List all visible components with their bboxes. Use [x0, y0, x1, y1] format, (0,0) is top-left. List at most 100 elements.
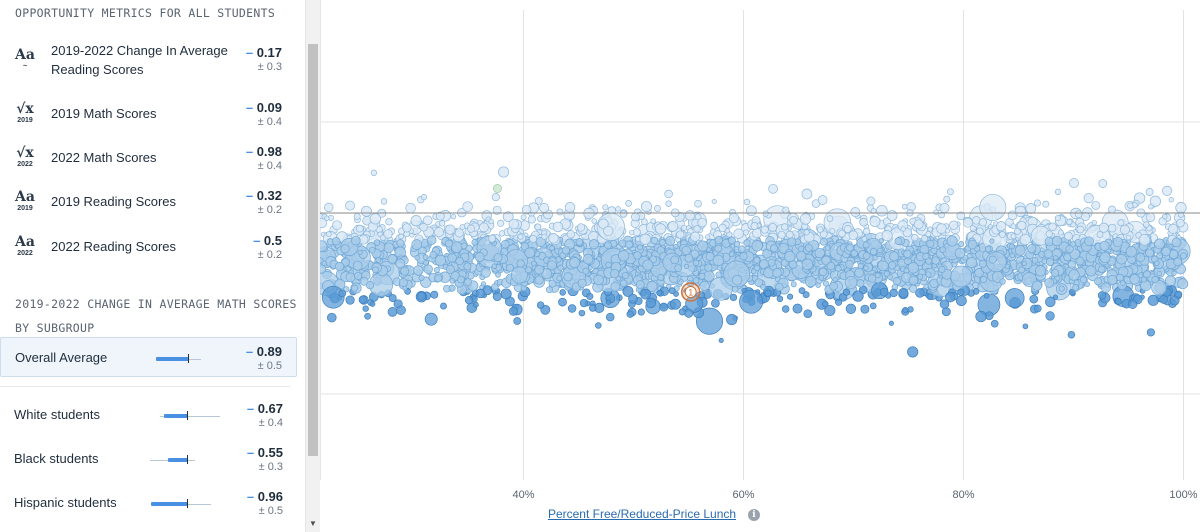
data-point[interactable]	[548, 233, 559, 244]
data-point[interactable]	[549, 245, 555, 251]
data-point[interactable]	[1045, 311, 1055, 321]
data-point[interactable]	[698, 272, 706, 280]
data-point[interactable]	[629, 229, 635, 236]
data-point[interactable]	[1004, 263, 1010, 269]
data-point[interactable]	[850, 249, 858, 257]
data-point[interactable]	[429, 251, 438, 259]
data-point[interactable]	[770, 244, 779, 253]
data-point[interactable]	[980, 276, 988, 284]
data-point[interactable]	[434, 274, 443, 283]
data-point[interactable]	[1175, 202, 1187, 214]
data-point[interactable]	[1065, 244, 1074, 254]
data-point[interactable]	[650, 218, 657, 225]
data-point[interactable]	[602, 204, 609, 211]
data-point[interactable]	[536, 301, 545, 309]
data-point[interactable]	[850, 207, 861, 218]
data-point[interactable]	[642, 259, 654, 271]
data-point[interactable]	[804, 275, 817, 288]
data-point[interactable]	[656, 289, 663, 297]
data-point[interactable]	[887, 274, 893, 280]
data-point[interactable]	[372, 266, 379, 274]
data-point[interactable]	[927, 226, 933, 232]
data-point[interactable]	[1027, 244, 1037, 254]
data-point[interactable]	[913, 219, 924, 230]
data-point[interactable]	[619, 279, 628, 288]
data-point[interactable]	[874, 272, 881, 279]
data-point[interactable]	[739, 252, 748, 261]
data-point[interactable]	[888, 261, 897, 270]
data-point[interactable]	[718, 337, 724, 343]
data-point[interactable]	[575, 237, 584, 246]
data-point[interactable]	[1075, 256, 1085, 266]
data-point[interactable]	[750, 268, 757, 275]
data-point[interactable]	[694, 199, 702, 208]
data-point[interactable]	[463, 262, 472, 271]
data-point[interactable]	[1145, 248, 1155, 258]
data-point[interactable]	[420, 194, 427, 201]
data-point[interactable]	[1054, 214, 1061, 222]
data-point[interactable]	[768, 183, 778, 194]
data-point[interactable]	[1057, 229, 1064, 236]
data-point[interactable]	[680, 224, 688, 231]
data-point[interactable]	[861, 236, 868, 242]
data-point[interactable]	[340, 244, 350, 254]
data-point[interactable]	[877, 247, 883, 254]
data-point[interactable]	[534, 265, 544, 275]
data-point[interactable]	[1045, 230, 1053, 238]
data-point[interactable]	[909, 284, 918, 293]
data-point[interactable]	[1084, 281, 1091, 287]
data-point[interactable]	[857, 263, 864, 270]
data-point[interactable]	[625, 240, 633, 249]
data-point[interactable]	[819, 237, 828, 246]
data-point[interactable]	[1116, 253, 1127, 265]
data-point[interactable]	[690, 249, 700, 259]
data-point[interactable]	[637, 308, 645, 316]
data-point[interactable]	[615, 206, 621, 212]
data-point[interactable]	[1114, 297, 1122, 305]
data-point[interactable]	[640, 288, 651, 300]
data-point[interactable]	[787, 293, 794, 300]
data-point[interactable]	[832, 276, 838, 283]
data-point[interactable]	[781, 305, 790, 313]
data-point[interactable]	[907, 262, 919, 274]
data-point[interactable]	[462, 201, 473, 212]
data-point[interactable]	[626, 310, 634, 318]
data-point[interactable]	[388, 294, 397, 303]
data-point[interactable]	[926, 293, 934, 300]
data-point[interactable]	[829, 227, 836, 234]
data-point[interactable]	[1083, 193, 1094, 204]
data-point[interactable]	[355, 224, 364, 233]
data-point[interactable]	[1066, 218, 1073, 226]
data-point[interactable]	[492, 291, 502, 302]
data-point[interactable]	[939, 202, 950, 213]
data-point[interactable]	[1043, 249, 1053, 259]
data-point[interactable]	[557, 264, 564, 271]
data-point[interactable]	[936, 223, 947, 234]
data-point[interactable]	[1072, 284, 1079, 291]
data-point[interactable]	[787, 237, 797, 247]
data-point[interactable]	[742, 229, 749, 236]
data-point[interactable]	[862, 252, 871, 260]
data-point[interactable]	[718, 223, 727, 233]
data-point[interactable]	[527, 215, 536, 224]
data-point[interactable]	[664, 189, 673, 199]
data-point[interactable]	[556, 208, 564, 216]
data-point[interactable]	[354, 271, 363, 280]
data-point[interactable]	[724, 228, 730, 234]
data-point[interactable]	[708, 276, 733, 301]
data-point[interactable]	[684, 308, 694, 318]
data-point[interactable]	[796, 250, 807, 261]
data-point[interactable]	[598, 218, 609, 230]
data-point[interactable]	[545, 286, 553, 294]
data-point[interactable]	[457, 275, 465, 284]
data-point[interactable]	[697, 217, 707, 228]
data-point[interactable]	[628, 293, 638, 304]
data-point[interactable]	[939, 299, 950, 309]
data-point[interactable]	[520, 214, 527, 221]
data-point[interactable]	[559, 289, 566, 296]
data-point[interactable]	[801, 258, 814, 271]
data-point[interactable]	[1019, 233, 1031, 246]
data-point[interactable]	[435, 211, 445, 221]
data-point[interactable]	[938, 211, 945, 219]
data-point[interactable]	[1140, 276, 1147, 283]
